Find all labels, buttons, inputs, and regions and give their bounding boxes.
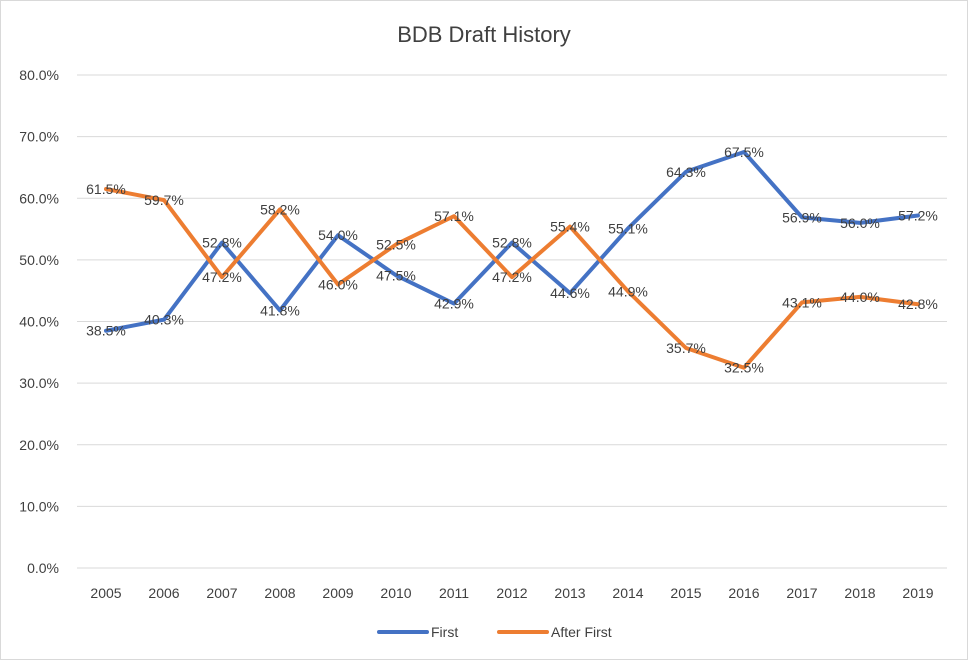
- y-tick-label: 70.0%: [19, 129, 59, 145]
- data-label-first: 40.3%: [144, 312, 184, 328]
- data-label-first: 52.8%: [202, 235, 242, 251]
- data-labels: 38.5% 40.3% 52.8% 41.8% 54.0% 47.5% 42.9% 52.8%…: [86, 144, 938, 376]
- legend: First After First: [377, 624, 612, 640]
- data-label-first: 56.0%: [840, 215, 880, 231]
- x-tick-label: 2006: [148, 585, 179, 601]
- x-tick-label: 2019: [902, 585, 933, 601]
- data-label-after-first: 44.9%: [608, 283, 648, 299]
- legend-label-first: First: [431, 624, 458, 640]
- y-tick-label: 50.0%: [19, 252, 59, 268]
- data-label-after-first: 55.4%: [550, 219, 590, 235]
- data-label-after-first: 32.5%: [724, 360, 764, 376]
- data-label-after-first: 52.5%: [376, 236, 416, 252]
- data-label-first: 54.0%: [318, 227, 358, 243]
- x-tick-label: 2010: [380, 585, 411, 601]
- x-tick-label: 2008: [264, 585, 295, 601]
- y-tick-label: 30.0%: [19, 375, 59, 391]
- y-tick-label: 10.0%: [19, 498, 59, 514]
- data-label-first: 41.8%: [260, 302, 300, 318]
- y-tick-label: 0.0%: [27, 560, 59, 576]
- data-label-first: 52.8%: [492, 235, 532, 251]
- legend-label-after-first: After First: [551, 624, 612, 640]
- data-label-after-first: 46.0%: [318, 277, 358, 293]
- data-label-first: 57.2%: [898, 208, 938, 224]
- x-tick-label: 2014: [612, 585, 643, 601]
- y-tick-label: 60.0%: [19, 190, 59, 206]
- x-tick-label: 2018: [844, 585, 875, 601]
- data-label-after-first: 61.5%: [86, 181, 126, 197]
- data-label-after-first: 47.2%: [492, 269, 532, 285]
- y-tick-label: 40.0%: [19, 314, 59, 330]
- data-label-after-first: 42.8%: [898, 296, 938, 312]
- gridlines: [77, 74, 947, 569]
- x-tick-label: 2005: [90, 585, 121, 601]
- data-label-first: 42.9%: [434, 296, 474, 312]
- x-tick-label: 2012: [496, 585, 527, 601]
- data-label-first: 64.3%: [666, 164, 706, 180]
- x-tick-label: 2013: [554, 585, 585, 601]
- x-tick-label: 2011: [439, 585, 469, 601]
- data-label-after-first: 58.2%: [260, 201, 300, 217]
- data-label-after-first: 44.0%: [840, 289, 880, 305]
- data-label-after-first: 35.7%: [666, 340, 706, 356]
- data-label-after-first: 47.2%: [202, 269, 242, 285]
- data-label-first: 67.5%: [724, 144, 764, 160]
- data-label-first: 38.5%: [86, 323, 126, 339]
- x-tick-label: 2007: [206, 585, 237, 601]
- x-tick-label: 2016: [728, 585, 759, 601]
- data-label-first: 56.9%: [782, 209, 822, 225]
- data-label-after-first: 59.7%: [144, 192, 184, 208]
- series-lines: [104, 150, 920, 370]
- y-tick-label: 20.0%: [19, 437, 59, 453]
- y-axis-ticks: 0.0% 10.0% 20.0% 30.0% 40.0% 50.0% 60.0% 70.0% 8…: [19, 67, 59, 576]
- data-label-first: 55.1%: [608, 220, 648, 236]
- x-axis-ticks: 2005 2006 2007 2008 2009 2010 2011 2012 2013 2014…: [90, 585, 933, 601]
- data-label-first: 44.6%: [550, 285, 590, 301]
- data-label-after-first: 57.1%: [434, 208, 474, 224]
- y-tick-label: 80.0%: [19, 67, 59, 83]
- x-tick-label: 2009: [322, 585, 353, 601]
- x-tick-label: 2015: [670, 585, 701, 601]
- x-tick-label: 2017: [786, 585, 817, 601]
- chart-title: BDB Draft History: [397, 22, 571, 47]
- data-label-first: 47.5%: [376, 267, 416, 283]
- data-label-after-first: 43.1%: [782, 294, 822, 310]
